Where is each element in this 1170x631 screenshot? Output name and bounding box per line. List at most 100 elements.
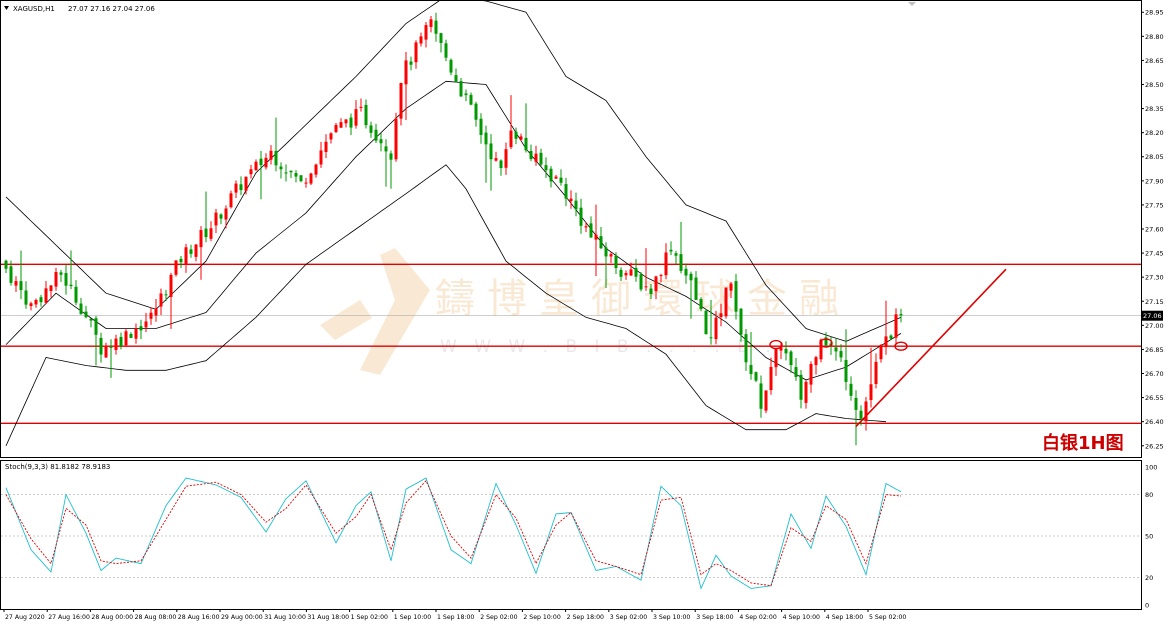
candle-body (139, 326, 143, 331)
candle-body (84, 311, 88, 318)
price-axis[interactable]: 28.95 28.80 28.65 28.50 28.35 28.20 28.05 27.90… (1141, 9, 1164, 451)
candle-body (559, 177, 563, 183)
candle-body (304, 182, 308, 184)
ohlc-label: 27.07 27.16 27.04 27.06 (68, 5, 155, 13)
candle-body (439, 33, 443, 43)
candle-body (4, 260, 8, 269)
chart-shift-marker-icon[interactable] (908, 2, 916, 6)
candle-body (489, 143, 493, 160)
candle-body (194, 244, 198, 257)
candle-body (464, 93, 468, 96)
candle-body (589, 223, 593, 238)
time-tick-label: 4 Sep 18:00 (826, 614, 863, 621)
candle-body (239, 184, 243, 191)
time-tick-label: 1 Sep 18:00 (437, 614, 474, 621)
candle-body (429, 19, 433, 27)
candle-body (889, 335, 893, 339)
stochastic-lines (1, 477, 1141, 590)
candle-body (259, 158, 263, 166)
candle-body (409, 61, 413, 65)
time-tick-label: 3 Sep 18:00 (696, 614, 733, 621)
price-tick-label: 28.35 (1145, 105, 1164, 113)
highlight-ellipse[interactable] (894, 341, 908, 351)
highlight-ellipse[interactable] (819, 338, 833, 348)
candle-body (174, 260, 178, 275)
candle-body (684, 268, 688, 276)
candle-body (159, 293, 163, 307)
candle-body (169, 274, 173, 297)
candle-body (99, 337, 103, 355)
candle-body (789, 351, 793, 366)
candle-body (234, 183, 238, 193)
candle-body (419, 36, 423, 44)
candle-body (539, 152, 543, 165)
candle-body (549, 168, 553, 182)
candle-body (779, 347, 783, 351)
candle-body (714, 317, 718, 340)
candle-body (34, 299, 38, 305)
stoch-tick-label: 100 (1145, 464, 1157, 472)
candle-body (134, 328, 138, 339)
candle-body (734, 281, 738, 312)
candle-body (364, 104, 368, 126)
candle-body (739, 308, 743, 335)
candle-body (444, 43, 448, 58)
candle-body (794, 367, 798, 377)
symbol-dropdown-icon[interactable] (4, 6, 9, 10)
candle-body (339, 122, 343, 128)
candle-body (224, 208, 228, 220)
candle-body (619, 269, 623, 277)
candle-body (109, 346, 113, 348)
time-tick-label: 31 Aug 18:00 (307, 614, 349, 621)
candle-body (414, 42, 418, 63)
bollinger-middle-band (5, 80, 902, 381)
current-price-tag (1141, 310, 1163, 321)
time-axis[interactable]: 27 Aug 2020 27 Aug 16:00 28 Aug 00:00 28 Au… (3, 609, 906, 621)
candle-body (349, 117, 353, 128)
candle-body (329, 133, 333, 140)
price-tick-label: 28.65 (1145, 57, 1164, 65)
candle-body (359, 106, 363, 108)
price-tick-label: 28.95 (1145, 9, 1164, 17)
price-tick-label: 27.90 (1145, 177, 1164, 185)
candle-body (704, 310, 708, 335)
candle-body (299, 175, 303, 182)
trend-line[interactable] (855, 268, 1007, 428)
candle-body (849, 383, 853, 396)
stoch-tick-label: 50 (1145, 533, 1153, 541)
candle-body (614, 255, 618, 269)
candle-body (399, 83, 403, 119)
candle-body (199, 230, 203, 248)
price-tick-label: 27.15 (1145, 298, 1164, 306)
candle-body (854, 397, 858, 410)
highlight-ellipse[interactable] (769, 339, 783, 350)
watermark-url: W W W . B I B . . . . E . . (440, 337, 800, 357)
time-tick-label: 1 Sep 02:00 (351, 614, 388, 621)
candle-body (104, 345, 108, 358)
candle-body (534, 153, 538, 162)
candle-body (554, 176, 558, 179)
indicator-axis[interactable]: 100 80 50 20 0 (1145, 464, 1157, 610)
candle-body (254, 161, 258, 171)
candle-body (749, 364, 753, 375)
candle-body (724, 287, 728, 317)
candle-body (264, 157, 268, 168)
candle-body (404, 60, 408, 85)
chart-annotation-label: 白银1H图 (1042, 432, 1124, 454)
candle-body (379, 139, 383, 144)
time-tick-label: 2 Sep 18:00 (567, 614, 604, 621)
candle-body (644, 286, 648, 288)
candle-body (639, 274, 643, 290)
candle-body (14, 281, 18, 286)
candle-body (834, 347, 838, 352)
price-tick-label: 26.40 (1145, 418, 1164, 426)
candle-body (624, 273, 628, 276)
price-tick-label: 26.70 (1145, 370, 1164, 378)
candle-body (599, 236, 603, 249)
candle-body (699, 299, 703, 309)
candle-body (269, 150, 273, 160)
price-tick-label: 27.00 (1145, 322, 1164, 330)
indicator-label: Stoch(9,3,3) 81.8182 78.9183 (5, 463, 110, 471)
candle-body (369, 125, 373, 133)
